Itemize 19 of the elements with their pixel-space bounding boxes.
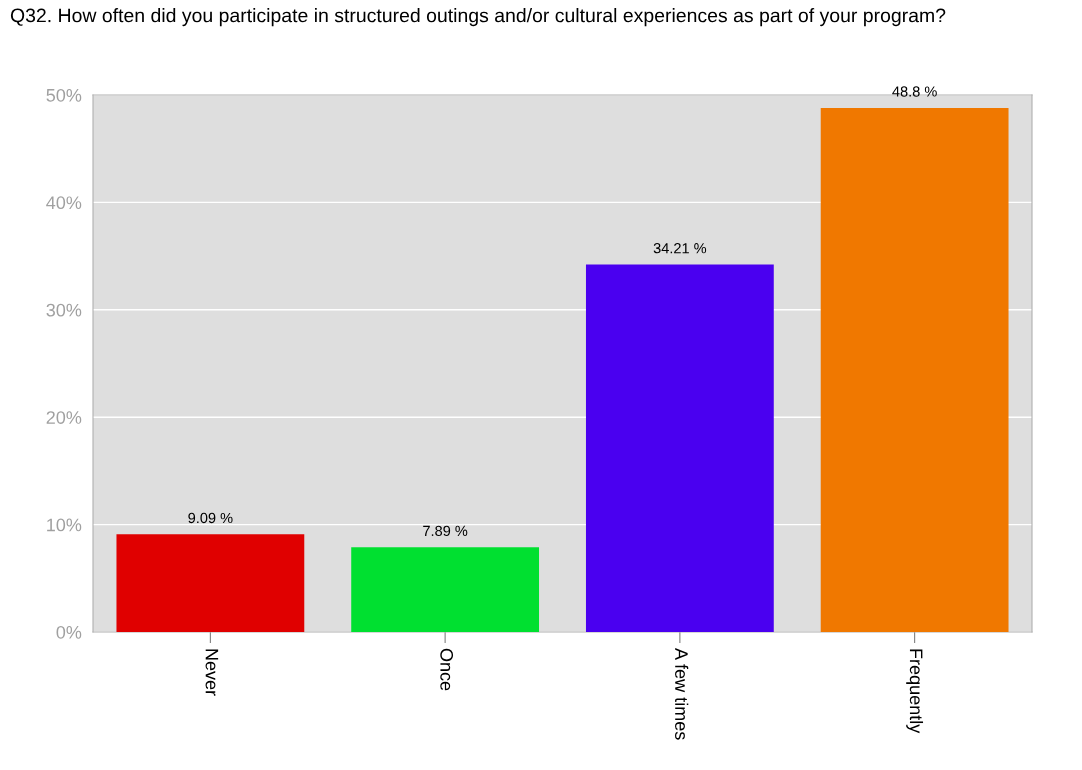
- bar: [116, 534, 305, 632]
- bar: [585, 264, 774, 632]
- bar: [351, 547, 540, 632]
- x-tick-label: A few times: [675, 648, 689, 740]
- data-label: 7.89 %: [423, 525, 468, 537]
- y-tick-label: 0%: [56, 625, 82, 639]
- data-label: 48.8 %: [892, 86, 937, 97]
- bar: [820, 107, 1009, 632]
- data-label: 9.09 %: [188, 512, 233, 524]
- data-label: 34.21 %: [653, 243, 707, 254]
- y-tick-label: 20%: [46, 411, 82, 424]
- chart-title: Q32. How often did you participate in structured outings and/or cultural experiences as part of your program?: [10, 8, 946, 27]
- x-tick-label: Frequently: [906, 649, 924, 734]
- x-tick-label: Once: [440, 648, 454, 691]
- y-tick-label: 10%: [47, 518, 82, 532]
- y-tick-label: 30%: [46, 303, 82, 317]
- x-tick-label: Never: [205, 649, 219, 696]
- y-tick-label: 40%: [46, 196, 82, 210]
- y-tick-label: 50%: [46, 88, 82, 102]
